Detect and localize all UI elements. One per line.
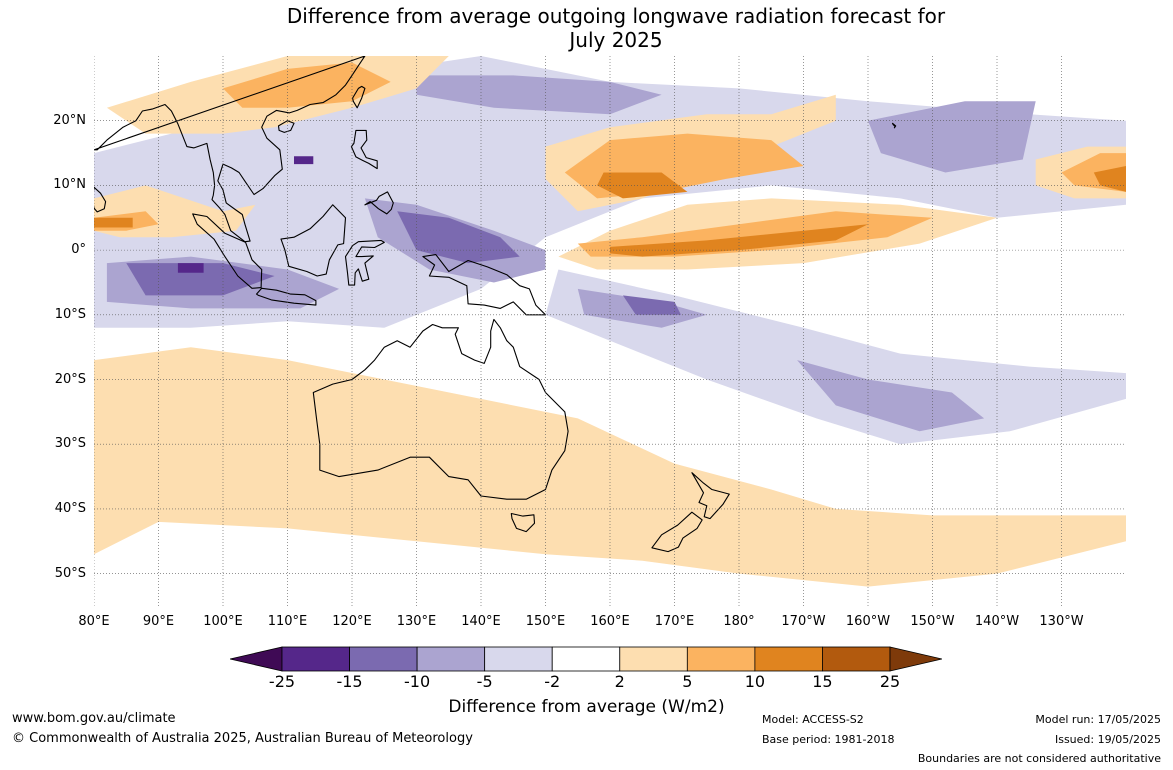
coastline-hawaii [891, 122, 897, 129]
anomaly-region-4 [416, 75, 662, 115]
colorbar-tick-label: -10 [404, 672, 431, 691]
anomaly-regions [94, 56, 1126, 587]
colorbar-tick-label: 5 [682, 672, 693, 691]
colorbar-tick-label: -2 [544, 672, 561, 691]
coastline-borneo [280, 204, 347, 277]
anomaly-region-21 [223, 62, 391, 108]
lon-tick-label: 140°E [461, 614, 501, 629]
lon-tick-label: 150°W [910, 614, 955, 629]
colorbar-bin [416, 646, 486, 672]
colorbar-bin [484, 646, 553, 672]
colorbar-tick-label: 10 [744, 672, 766, 691]
lat-tick-label: 0° [71, 242, 86, 258]
lat-tick-label: 20°N [53, 112, 86, 128]
lon-tick-label: 170°W [781, 614, 826, 629]
footer-model-run: Model run: 17/05/2025 [1035, 713, 1161, 726]
lon-tick-label: 150°E [525, 614, 566, 629]
lon-tick-label: 100°E [203, 614, 243, 629]
lat-tick-label: 10°N [53, 177, 86, 193]
lon-tick-label: 160°W [845, 614, 891, 629]
colorbar-bin [754, 646, 823, 672]
footer-website[interactable]: www.bom.gov.au/climate [12, 711, 176, 726]
lat-tick-label: 30°S [54, 436, 86, 452]
map-title-line1: Difference from average outgoing longwav… [286, 4, 946, 28]
colorbar-bin [686, 646, 756, 672]
colorbar-tick-label: 15 [812, 672, 833, 691]
footer-disclaimer: Boundaries are not considered authoritat… [917, 752, 1161, 765]
lat-tick-label: 10°S [54, 306, 86, 322]
coastline-mindanao [364, 191, 394, 215]
coastline-tasmania [510, 512, 536, 533]
lon-tick-label: 110°E [267, 614, 308, 629]
anomaly-region-7 [797, 360, 985, 432]
colorbar-tick-label: 25 [879, 672, 901, 691]
anomaly-region-10 [622, 295, 681, 315]
colorbar-tick-label: 2 [614, 672, 625, 691]
coastline-sri-lanka [94, 186, 107, 213]
colorbar-bin [551, 646, 621, 672]
colorbar-bin [349, 646, 418, 672]
coastline-taiwan [352, 85, 366, 109]
footer-base-period: Base period: 1981-2018 [762, 733, 895, 746]
colorbar-extend-min [230, 646, 283, 672]
lon-tick-label: 160°E [590, 614, 630, 629]
colorbar-tick-label: -25 [268, 672, 296, 691]
lon-tick-label: 170°E [654, 614, 695, 629]
map-title-line2: July 2025 [569, 28, 663, 52]
colorbar-bin [822, 646, 891, 672]
lon-tick-label: 180° [723, 614, 755, 629]
colorbar-label: Difference from average (W/m2) [448, 697, 725, 717]
colorbar-bin [281, 646, 350, 672]
coastline-luzon [350, 129, 378, 170]
lat-tick-label: 50°S [54, 565, 86, 581]
anomaly-region-24 [597, 172, 688, 199]
coastline-sumatra [192, 213, 263, 289]
lon-tick-label: 90°E [142, 614, 175, 629]
coastline-hainan [277, 120, 295, 133]
coastline-mainland-se-asia [94, 56, 366, 243]
footer-issued: Issued: 19/05/2025 [1054, 733, 1161, 746]
colorbar [230, 646, 942, 672]
coastline-new-zealand-north [691, 472, 730, 520]
map-title: Difference from average outgoing longwav… [0, 4, 1173, 52]
lon-tick-label: 130°E [396, 614, 437, 629]
coastlines [94, 56, 897, 553]
footer-model: Model: ACCESS-S2 [762, 713, 864, 726]
anomaly-region-11 [177, 263, 204, 273]
anomaly-region-26 [94, 217, 133, 228]
lat-tick-label: 40°S [54, 500, 86, 516]
lon-tick-label: 120°E [332, 614, 372, 629]
lon-tick-label: 80°E [78, 614, 110, 629]
coastline-java [255, 287, 317, 306]
footer-copyright: © Commonwealth of Australia 2025, Austra… [12, 731, 473, 746]
anomaly-region-12 [294, 156, 314, 165]
colorbar-tick-label: -15 [336, 672, 363, 691]
anomaly-region-5 [868, 101, 1036, 173]
coastline-new-zealand-south [651, 511, 703, 553]
anomaly-region-8 [126, 263, 275, 296]
lon-tick-label: 140°W [974, 614, 1020, 629]
colorbar-extend-max [889, 646, 942, 672]
coastline-sulawesi [344, 239, 385, 286]
colorbar-tick-label: -5 [476, 672, 493, 691]
graticule [94, 56, 1126, 606]
coastline-australia [312, 318, 569, 500]
lat-tick-label: 20°S [54, 371, 86, 387]
anomaly-region-1 [545, 269, 1126, 445]
colorbar-bin [619, 646, 688, 672]
lon-tick-label: 130°W [1039, 614, 1084, 629]
anomaly-map [94, 56, 1126, 606]
